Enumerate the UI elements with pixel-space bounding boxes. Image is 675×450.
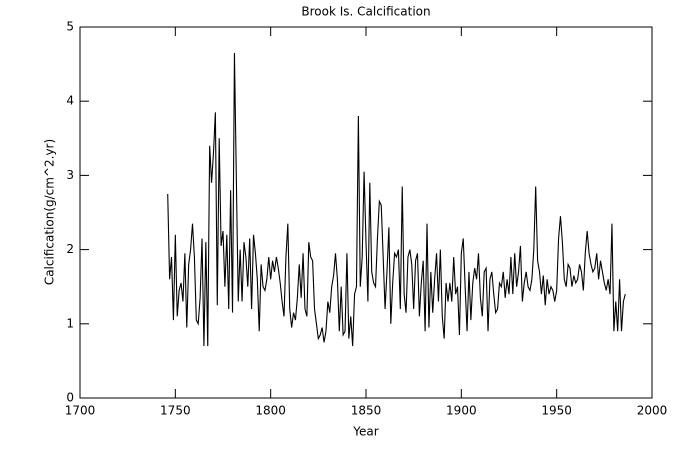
- x-tick-label: 1950: [541, 404, 572, 418]
- x-tick-label: 1800: [255, 404, 286, 418]
- y-axis-label: Calcification(g/cm^2.yr): [43, 139, 57, 285]
- y-tick-label: 3: [66, 168, 74, 182]
- y-tick-label: 0: [66, 391, 74, 405]
- chart-title: Brook Is. Calcification: [301, 5, 430, 19]
- y-tick-label: 4: [66, 94, 74, 108]
- y-tick-label: 1: [66, 316, 74, 330]
- x-tick-label: 1750: [160, 404, 191, 418]
- plot-frame: [79, 26, 653, 399]
- y-tick-label: 2: [66, 242, 74, 256]
- x-axis-label: Year: [352, 425, 378, 439]
- x-tick-label: 1900: [446, 404, 477, 418]
- data-line: [167, 52, 626, 347]
- y-tick-label: 5: [66, 20, 74, 34]
- x-tick-label: 1700: [65, 404, 96, 418]
- x-tick-label: 1850: [351, 404, 382, 418]
- x-tick-label: 2000: [637, 404, 668, 418]
